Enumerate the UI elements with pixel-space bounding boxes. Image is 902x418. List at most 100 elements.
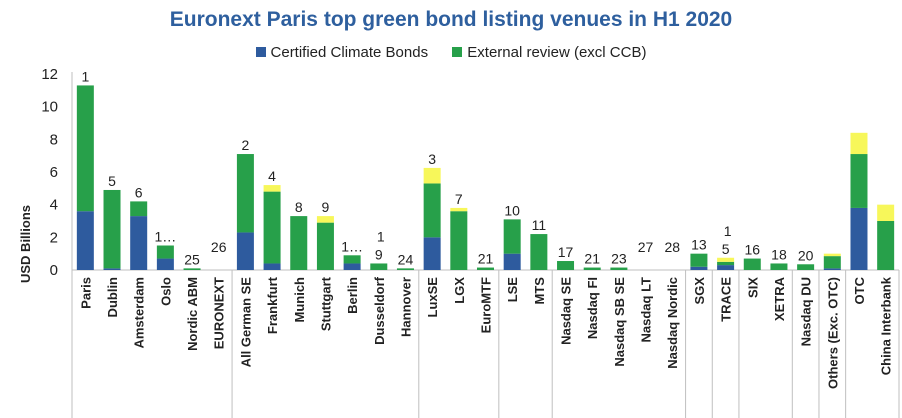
legend-label-external: External review (excl CCB) xyxy=(467,44,647,61)
bar-segment-ccb xyxy=(823,268,841,270)
bar-segment-external xyxy=(503,219,521,254)
x-tick-label: Amsterdam xyxy=(132,277,147,349)
data-label: 11 xyxy=(532,217,547,233)
bar-segment-external xyxy=(797,264,815,270)
data-label: 21 xyxy=(584,251,600,267)
bar-segment-other xyxy=(850,132,868,155)
y-tick-label: 2 xyxy=(50,229,58,246)
bar-segment-other xyxy=(877,204,895,221)
data-label: 1… xyxy=(154,229,176,245)
data-label: 3 xyxy=(428,151,436,167)
bar-segment-external xyxy=(877,221,895,270)
x-tick-label: TRACE xyxy=(719,277,734,322)
data-label: 7 xyxy=(455,191,463,207)
bar-segment-other xyxy=(450,207,468,212)
x-tick-label: EURONEXT xyxy=(212,277,227,349)
bar-segment-ccb xyxy=(76,211,94,270)
x-tick-label: MTS xyxy=(532,277,547,305)
bar-segment-external xyxy=(316,222,334,270)
bar-segment-ccb xyxy=(263,263,281,270)
data-label: 27 xyxy=(638,239,654,255)
x-tick-label: LGX xyxy=(452,277,467,304)
x-tick-label: Frankfurt xyxy=(265,276,280,334)
chart-title: Euronext Paris top green bond listing ve… xyxy=(169,8,733,31)
bar-segment-external xyxy=(477,267,494,270)
x-tick-label: Nasdaq SB SE xyxy=(612,277,627,367)
x-tick-label: XETRA xyxy=(772,276,787,321)
data-label: 8 xyxy=(295,199,303,215)
data-label: 9 xyxy=(322,199,330,215)
bar-segment-external xyxy=(183,268,201,270)
data-label: 5 xyxy=(722,241,730,257)
bar-segment-external xyxy=(743,258,761,270)
bar-segment-ccb xyxy=(850,207,868,270)
bar-segment-ccb xyxy=(423,237,441,270)
bar-segment-ccb xyxy=(717,265,735,270)
bar-segment-other xyxy=(263,185,281,192)
bar-segment-external xyxy=(610,267,628,270)
x-tick-label: SIX xyxy=(745,277,760,298)
x-tick-label: EuroMTF xyxy=(479,277,494,333)
data-label: 17 xyxy=(558,244,574,260)
data-label: 24 xyxy=(398,251,414,267)
data-label: 4 xyxy=(268,168,276,184)
x-tick-label: Stuttgart xyxy=(318,276,333,331)
legend-swatch-ccb xyxy=(255,47,266,57)
bar-segment-external xyxy=(236,154,254,233)
x-tick-label: Oslo xyxy=(158,277,173,306)
bar-segment-other xyxy=(717,257,735,262)
bar-segment-external xyxy=(263,191,281,264)
bar-segment-other xyxy=(823,253,841,257)
data-label: 1 xyxy=(81,68,89,84)
y-axis-label: USD Billions xyxy=(18,205,33,283)
x-tick-label: Nasdaq DU xyxy=(799,277,814,346)
data-label: 9 xyxy=(375,246,383,262)
x-tick-label: Nasdaq FI xyxy=(585,277,600,339)
data-label: 28 xyxy=(664,239,680,255)
bar-segment-external xyxy=(717,261,735,266)
legend-label-ccb: Certified Climate Bonds xyxy=(270,44,429,61)
bar-segment-external xyxy=(770,263,788,270)
x-tick-label: LuxSE xyxy=(425,277,440,318)
x-tick-label: Berlin xyxy=(345,277,360,314)
x-tick-label: China Interbank xyxy=(879,276,894,375)
y-tick-label: 4 xyxy=(50,197,58,214)
x-tick-label: Nasdaq Nordic xyxy=(665,277,680,369)
bar-segment-external xyxy=(396,268,414,270)
legend-swatch-external xyxy=(452,47,463,57)
bar-segment-external xyxy=(156,245,174,259)
data-label: 18 xyxy=(771,246,787,262)
y-tick-label: 8 xyxy=(50,131,58,148)
bar-segment-ccb xyxy=(236,232,254,270)
bar-segment-ccb xyxy=(103,268,121,270)
x-tick-label: Dublin xyxy=(105,277,120,317)
x-tick-label: Others (Exc. OTC) xyxy=(825,277,840,389)
x-tick-label: OTC xyxy=(852,276,867,304)
data-label: 2 xyxy=(242,137,250,153)
bar-segment-other xyxy=(423,167,441,184)
x-tick-label: Nordic ABM xyxy=(185,277,200,351)
legend: Certified Climate Bonds External review … xyxy=(0,44,902,61)
bar-segment-external xyxy=(423,183,441,238)
bar-segment-external xyxy=(290,216,308,270)
y-tick-label: 12 xyxy=(41,66,58,83)
bar-segment-external xyxy=(343,255,361,264)
bar-segment-external xyxy=(130,201,148,217)
bar-segment-external xyxy=(583,267,601,270)
bar-segment-ccb xyxy=(156,258,174,270)
y-tick-label: 10 xyxy=(41,99,58,116)
bar-segment-ccb xyxy=(503,253,521,270)
bar-segment-external xyxy=(76,85,94,212)
x-tick-label: All German SE xyxy=(238,277,253,368)
bar-segment-other xyxy=(316,216,334,223)
x-tick-label: Dusseldorf xyxy=(372,276,387,345)
data-label: 1… xyxy=(341,238,363,254)
data-label: 1 xyxy=(724,223,732,239)
bar-segment-external xyxy=(103,189,121,269)
data-label: 23 xyxy=(611,251,627,267)
x-tick-label: Nasdaq LT xyxy=(639,277,654,343)
bar-segment-external xyxy=(823,256,841,269)
data-label: 16 xyxy=(744,242,760,258)
data-label: 5 xyxy=(108,173,116,189)
